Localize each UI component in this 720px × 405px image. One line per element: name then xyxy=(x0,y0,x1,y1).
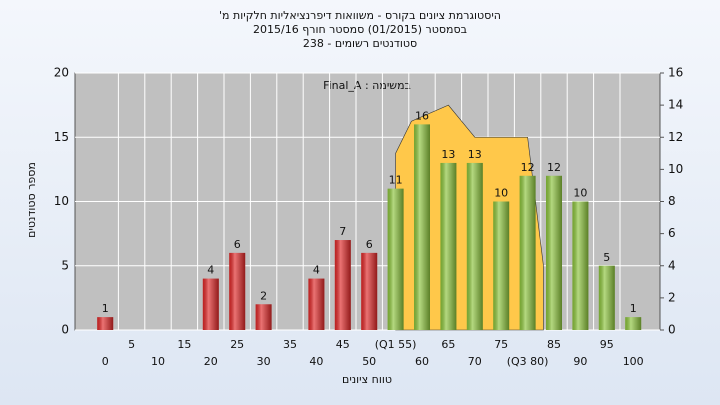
bar-shade xyxy=(334,240,351,330)
bar-shade xyxy=(414,124,430,331)
bar-shade xyxy=(361,252,378,330)
chart-subtitle: סטודנטים רשומים - 238 xyxy=(303,37,417,50)
bar-label: 6 xyxy=(234,238,241,251)
bar-label: 16 xyxy=(415,109,429,122)
y2-tick-label: 6 xyxy=(668,226,676,240)
x-tick-label: 40 xyxy=(309,355,323,368)
y-tick-label: 15 xyxy=(54,130,69,144)
bar-label: 7 xyxy=(339,225,346,238)
bar-label: 10 xyxy=(494,187,508,200)
bar-label: 1 xyxy=(630,302,637,315)
x-tick-label: 25 xyxy=(230,338,244,351)
y-tick-label: 5 xyxy=(61,258,69,272)
x-tick-label: 95 xyxy=(600,338,614,351)
y-tick-label: 10 xyxy=(54,194,69,208)
bar-shade xyxy=(598,265,615,330)
x-tick-label: 0 xyxy=(102,355,109,368)
x-tick-label: (Q3 80) xyxy=(507,355,549,368)
bar-shade xyxy=(387,188,404,330)
bar-label: 1 xyxy=(102,302,109,315)
y2-tick-label: 0 xyxy=(668,323,676,337)
bar-shade xyxy=(255,304,272,330)
bar-shade xyxy=(229,252,246,330)
x-tick-label: 20 xyxy=(204,355,218,368)
x-tick-label: 15 xyxy=(177,338,191,351)
x-tick-label: 85 xyxy=(547,338,561,351)
bar-shade xyxy=(202,278,219,330)
x-tick-label: 75 xyxy=(494,338,508,351)
bar-label: 10 xyxy=(573,187,587,200)
y2-tick-label: 4 xyxy=(668,258,676,272)
chart-title: היסטוגרמת ציונים בקורס - משוואות דיפרנצי… xyxy=(219,9,501,22)
bar-shade xyxy=(625,317,642,330)
x-tick-label: 30 xyxy=(257,355,271,368)
bar-shade xyxy=(572,201,589,330)
y-axis-label: מספר סטודנטים xyxy=(25,162,38,238)
bar-shade xyxy=(440,162,457,330)
bar-shade xyxy=(546,175,562,330)
x-tick-label: 65 xyxy=(441,338,455,351)
x-tick-label: 10 xyxy=(151,355,165,368)
bar-shade xyxy=(519,175,536,330)
bar-label: 13 xyxy=(441,148,455,161)
x-tick-label: (Q1 55) xyxy=(375,338,417,351)
y-tick-label: 20 xyxy=(54,66,69,80)
bar-label: 4 xyxy=(313,264,320,277)
bar-shade xyxy=(466,162,483,330)
bar-shade xyxy=(308,278,325,330)
x-tick-label: 35 xyxy=(283,338,297,351)
y2-tick-label: 12 xyxy=(668,130,683,144)
bar-shade xyxy=(493,201,510,330)
y2-tick-label: 16 xyxy=(668,66,683,80)
bar-label: 2 xyxy=(260,289,267,302)
bar-label: 5 xyxy=(603,251,610,264)
x-tick-label: 90 xyxy=(573,355,587,368)
y2-tick-label: 8 xyxy=(668,194,676,208)
y2-tick-label: 10 xyxy=(668,162,683,176)
annotation: במשימה : Final_A xyxy=(323,79,411,92)
y2-tick-label: 14 xyxy=(668,98,683,112)
y-tick-label: 0 xyxy=(61,323,69,337)
bar-label: 13 xyxy=(468,148,482,161)
bar-label: 12 xyxy=(547,161,561,174)
x-tick-label: 50 xyxy=(362,355,376,368)
x-tick-label: 45 xyxy=(336,338,350,351)
x-axis-label: טווח ציונים xyxy=(342,373,392,386)
x-tick-label: 60 xyxy=(415,355,429,368)
x-tick-label: 70 xyxy=(468,355,482,368)
bar-label: 12 xyxy=(521,161,535,174)
x-tick-label: 100 xyxy=(623,355,644,368)
y2-tick-label: 2 xyxy=(668,290,676,304)
chart-subtitle: בסמסטר (01/2015) סמסטר חורף 2015/16 xyxy=(253,23,467,36)
bar-label: 6 xyxy=(366,238,373,251)
bar-shade xyxy=(97,317,114,330)
bar-label: 11 xyxy=(389,174,403,187)
x-tick-label: 5 xyxy=(128,338,135,351)
bar-label: 4 xyxy=(207,264,214,277)
